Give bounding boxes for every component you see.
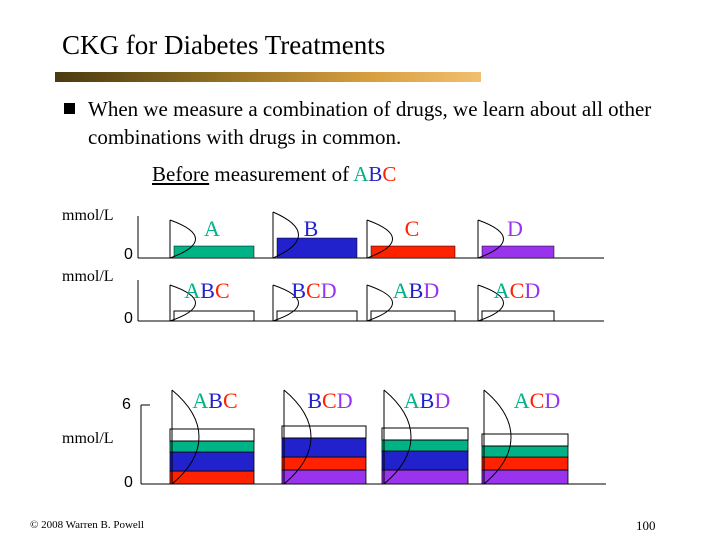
combo-label-ACD: ACD — [494, 278, 540, 303]
combo-label-BCD: BCD — [291, 278, 336, 303]
footer-copyright: © 2008 Warren B. Powell — [30, 519, 144, 531]
caption-drugs: ABC — [353, 162, 396, 186]
panel2-ylabel: mmol/L — [62, 268, 114, 285]
combo-box-ABD — [370, 310, 456, 322]
caption-middle: measurement of — [209, 162, 354, 186]
bar-D — [481, 245, 555, 259]
bar-label-C: C — [405, 216, 420, 241]
combo-label-ABD: ABD — [393, 278, 439, 303]
bell-curve-ABC — [171, 389, 200, 485]
panel3-tick-6: 6 — [122, 396, 131, 413]
bell-curve-ACD — [477, 284, 504, 322]
bar-label-D: D — [507, 216, 523, 241]
bullet-text: When we measure a combination of drugs, … — [88, 97, 652, 149]
bar-label-A: A — [204, 216, 220, 241]
bar-C — [370, 245, 456, 259]
bell-curve-ABC — [169, 284, 196, 322]
stack-segment-D — [381, 469, 469, 485]
bell-curve-BCD — [272, 284, 299, 322]
bell-curve-A — [169, 219, 196, 259]
stack-segment-D — [481, 469, 569, 485]
bell-curve-C — [366, 219, 393, 259]
bell-curve-D — [477, 219, 504, 259]
stack-top-box — [481, 433, 569, 447]
title-underline — [55, 72, 481, 82]
bar-A — [173, 245, 255, 259]
combo-label-ABC: ABC — [184, 278, 229, 303]
caption-letter: B — [368, 162, 383, 186]
stack-segment-C — [169, 470, 255, 485]
page-number: 100 — [636, 518, 656, 533]
slide-title: CKG for Diabetes Treatments — [62, 30, 386, 60]
bullet-square-icon — [64, 103, 75, 114]
combo-box-BCD — [276, 310, 358, 322]
stack-segment-A — [481, 445, 569, 458]
stack-segment-D — [281, 469, 367, 485]
bell-curve-BCD — [283, 389, 312, 485]
bell-curve-ACD — [483, 389, 512, 485]
bar-B — [276, 237, 358, 259]
stack-label-BCD: BCD — [307, 388, 352, 413]
stack-label-ABC: ABC — [192, 388, 237, 413]
panel3-tick-0: 0 — [124, 474, 133, 491]
bell-curve-ABD — [383, 389, 412, 485]
caption-before: Before — [152, 162, 210, 186]
stack-segment-B — [169, 451, 255, 472]
panel1-tick-0: 0 — [124, 246, 133, 263]
stack-label-ABD: ABD — [404, 388, 450, 413]
stack-top-box — [169, 428, 255, 442]
stack-top-box — [381, 427, 469, 441]
stack-label-ACD: ACD — [514, 388, 560, 413]
bell-curve-ABD — [366, 284, 393, 322]
bar-label-B: B — [304, 216, 319, 241]
combo-box-ABC — [173, 310, 255, 322]
caption-letter: A — [353, 162, 369, 186]
caption-letter: C — [382, 162, 397, 186]
stack-segment-C — [281, 456, 367, 471]
stack-segment-B — [381, 450, 469, 471]
stack-segment-A — [169, 440, 255, 453]
panel2-tick-0: 0 — [124, 310, 133, 327]
panel1-ylabel: mmol/L — [62, 207, 114, 224]
stack-top-box — [281, 425, 367, 439]
stack-segment-C — [481, 456, 569, 471]
panel3-ylabel: mmol/L — [62, 430, 114, 447]
combo-box-ACD — [481, 310, 555, 322]
stack-segment-B — [281, 437, 367, 458]
bell-curve-B — [272, 211, 299, 259]
caption: Before measurement of ABC — [152, 162, 396, 187]
stack-segment-A — [381, 439, 469, 452]
